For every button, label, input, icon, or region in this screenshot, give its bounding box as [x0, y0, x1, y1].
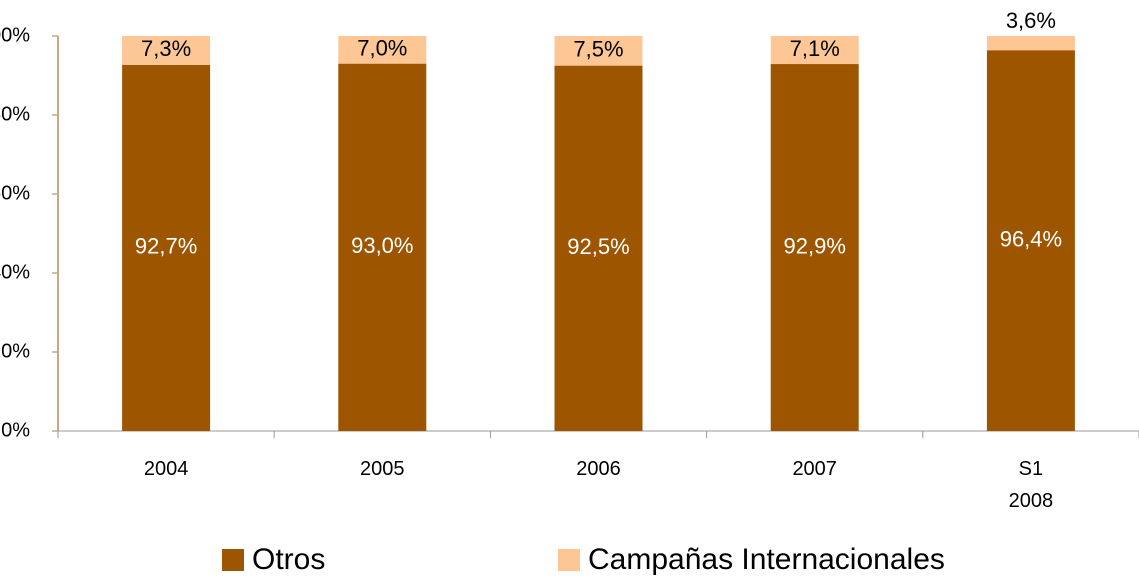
data-label: 93,0% — [351, 233, 413, 258]
x-tick-label: 2005 — [360, 458, 405, 480]
data-label: 92,9% — [784, 233, 846, 258]
bar-segment — [554, 65, 643, 431]
y-tick-label: 60% — [0, 182, 30, 204]
data-label: 7,1% — [790, 36, 840, 61]
y-tick-label: 20% — [0, 340, 30, 362]
x-tick-label: 2004 — [143, 458, 189, 480]
x-tick-label: 2007 — [792, 458, 837, 480]
data-label: 7,0% — [357, 36, 407, 61]
x-tick-label: 2006 — [576, 458, 621, 480]
x-tick-label: S1 2008 — [1008, 458, 1054, 512]
legend-swatch — [222, 549, 244, 571]
y-tick-label: 80% — [0, 103, 30, 125]
data-label: 7,5% — [573, 37, 623, 62]
bar-segment — [770, 36, 859, 65]
y-tick-label: 40% — [0, 261, 30, 283]
bar-segment — [122, 64, 211, 432]
bar-segment — [986, 36, 1075, 51]
data-label: 3,6% — [1006, 8, 1056, 33]
data-label: 92,5% — [567, 234, 629, 259]
legend-swatch — [558, 549, 580, 571]
bar-segment — [986, 50, 1075, 431]
data-label: 92,7% — [135, 234, 197, 259]
legend-label: Campañas Internacionales — [588, 543, 945, 576]
bar-segment — [554, 36, 643, 66]
bar-segment — [338, 36, 427, 64]
data-label: 7,3% — [141, 36, 191, 61]
bar-segment — [122, 36, 211, 65]
bar-segment — [338, 63, 427, 432]
y-tick-label: 0% — [1, 419, 30, 441]
y-tick-label: 100% — [0, 24, 30, 46]
legend-label: Otros — [252, 543, 325, 576]
bar-segment — [770, 64, 859, 432]
data-label: 96,4% — [1000, 226, 1062, 251]
